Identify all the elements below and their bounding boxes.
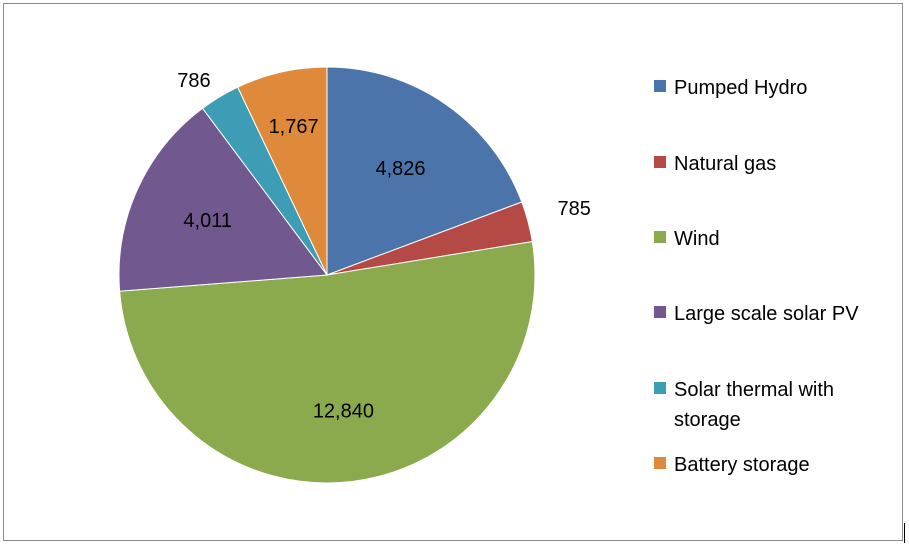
legend-swatch <box>654 306 666 318</box>
legend-label: Pumped Hydro <box>674 77 808 99</box>
legend-swatch <box>654 80 666 92</box>
legend-label: Solar thermal with storage <box>674 379 835 431</box>
data-label: 1,767 <box>269 116 319 138</box>
pie-slice-pumped-hydro <box>326 66 523 276</box>
legend-swatch <box>654 156 666 168</box>
legend-swatch <box>654 457 666 469</box>
legend-item-pumped-hydro: Pumped Hydro <box>654 73 889 103</box>
pie-slice-large-scale-solar-pv <box>118 107 328 292</box>
data-label: 4,826 <box>375 158 425 180</box>
resize-handle <box>904 523 905 543</box>
legend-item-large-scale-solar-pv: Large scale solar PV <box>654 299 889 329</box>
pie-slice-wind <box>119 240 536 484</box>
legend-label: Battery storage <box>674 454 810 476</box>
data-label: 12,840 <box>313 400 374 422</box>
legend-swatch <box>654 231 666 243</box>
legend-swatch <box>654 382 666 394</box>
legend-label: Large scale solar PV <box>674 303 859 325</box>
data-label: 786 <box>177 70 210 92</box>
legend-label: Natural gas <box>674 153 777 175</box>
legend-item-natural-gas: Natural gas <box>654 149 889 179</box>
legend-item-battery-storage: Battery storage <box>654 450 889 480</box>
legend-item-solar-thermal-with-storage: Solar thermal with storage <box>654 375 889 435</box>
data-label: 785 <box>558 198 591 220</box>
data-label: 4,011 <box>183 210 232 232</box>
pie-slice-battery-storage <box>237 66 328 276</box>
legend-item-wind: Wind <box>654 224 889 254</box>
legend-label: Wind <box>674 228 720 250</box>
